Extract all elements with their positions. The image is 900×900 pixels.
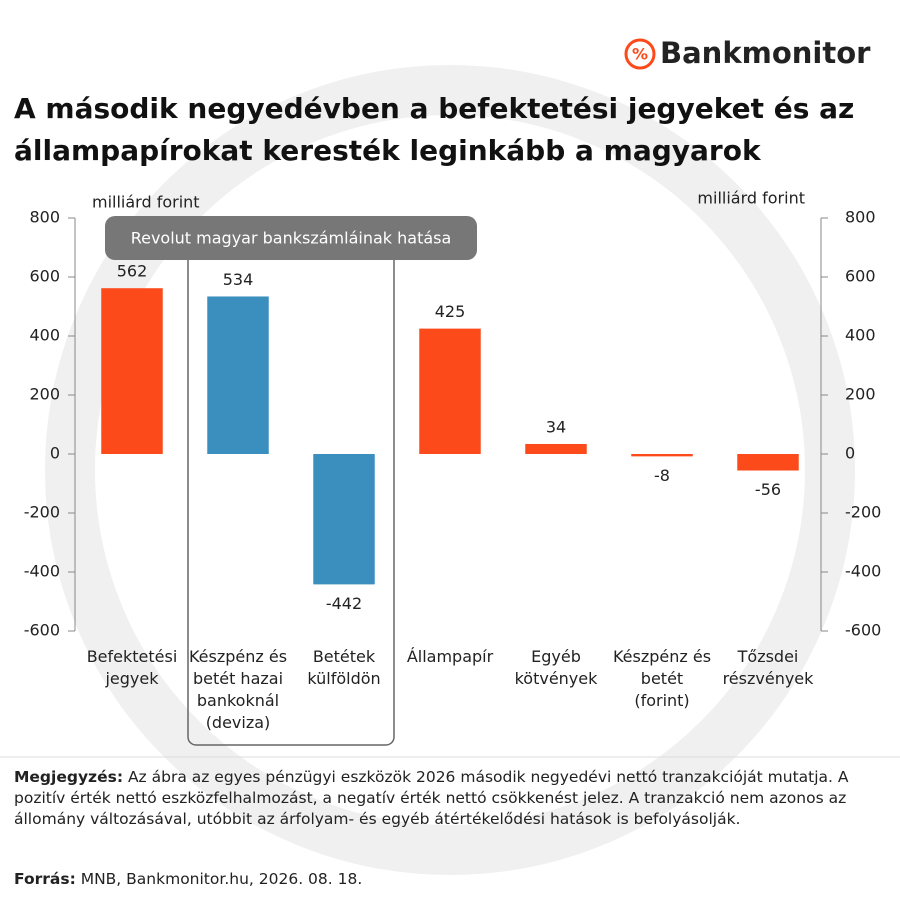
value-label: 534 bbox=[223, 270, 254, 289]
bar bbox=[313, 454, 375, 585]
bar bbox=[631, 454, 693, 457]
y-tick-label: -200 bbox=[24, 503, 60, 522]
source-text: MNB, Bankmonitor.hu, 2026. 08. 18. bbox=[75, 870, 363, 888]
y-tick-label: -600 bbox=[24, 621, 60, 640]
y-tick-label: 400 bbox=[29, 326, 60, 345]
y2-tick-label: 0 bbox=[845, 444, 855, 463]
bar bbox=[737, 454, 799, 471]
bar bbox=[525, 443, 587, 454]
x-tick-label: Tőzsdei részvények bbox=[722, 647, 814, 688]
bar bbox=[101, 288, 163, 454]
x-tick-label: Betétek külföldön bbox=[307, 647, 381, 688]
x-tick-label: Készpénz és betét (forint) bbox=[612, 647, 712, 710]
note-label: Megjegyzés: bbox=[14, 768, 124, 786]
annotation-text: Revolut magyar bankszámláinak hatása bbox=[131, 229, 452, 248]
chart-title: A második negyedévben a befektetési jegy… bbox=[14, 92, 855, 167]
value-label: -8 bbox=[654, 466, 670, 485]
bar bbox=[419, 328, 481, 454]
logo-icon: % bbox=[624, 38, 656, 70]
y-tick-label: 800 bbox=[29, 208, 60, 227]
value-label: 34 bbox=[546, 417, 566, 436]
y2-tick-label: -600 bbox=[845, 621, 881, 640]
y2-tick-label: -400 bbox=[845, 562, 881, 581]
value-label: -56 bbox=[755, 480, 781, 499]
value-label: 562 bbox=[117, 262, 148, 281]
note: Megjegyzés: Az ábra az egyes pénzügyi es… bbox=[14, 767, 886, 830]
y-axis-label: milliárd forint bbox=[92, 193, 200, 212]
value-label: -442 bbox=[326, 594, 362, 613]
note-text: Az ábra az egyes pénzügyi eszközök 2026 … bbox=[14, 768, 849, 828]
x-tick-label: Egyéb kötvények bbox=[514, 647, 598, 688]
y2-tick-label: 600 bbox=[845, 267, 876, 286]
value-label: 425 bbox=[435, 302, 466, 321]
source: Forrás: MNB, Bankmonitor.hu, 2026. 08. 1… bbox=[14, 869, 886, 890]
x-tick-label: Befektetési jegyek bbox=[86, 647, 178, 688]
y-tick-label: 200 bbox=[29, 385, 60, 404]
y-tick-label: 600 bbox=[29, 267, 60, 286]
annotation-header bbox=[105, 216, 477, 260]
watermark bbox=[45, 65, 855, 875]
x-tick-label: Készpénz és betét hazai bankoknál (deviz… bbox=[188, 647, 288, 732]
y2-tick-label: 400 bbox=[845, 326, 876, 345]
y2-tick-label: 800 bbox=[845, 208, 876, 227]
brand: Bankmonitor bbox=[660, 36, 871, 70]
x-tick-label: Állampapír bbox=[406, 647, 494, 666]
y2-tick-label: -200 bbox=[845, 503, 881, 522]
y-tick-label: 0 bbox=[50, 444, 60, 463]
y-tick-label: -400 bbox=[24, 562, 60, 581]
source-label: Forrás: bbox=[14, 870, 76, 888]
svg-text:%: % bbox=[632, 45, 648, 64]
bar bbox=[207, 296, 269, 454]
y2-axis-label: milliárd forint bbox=[697, 189, 805, 208]
y2-tick-label: 200 bbox=[845, 385, 876, 404]
